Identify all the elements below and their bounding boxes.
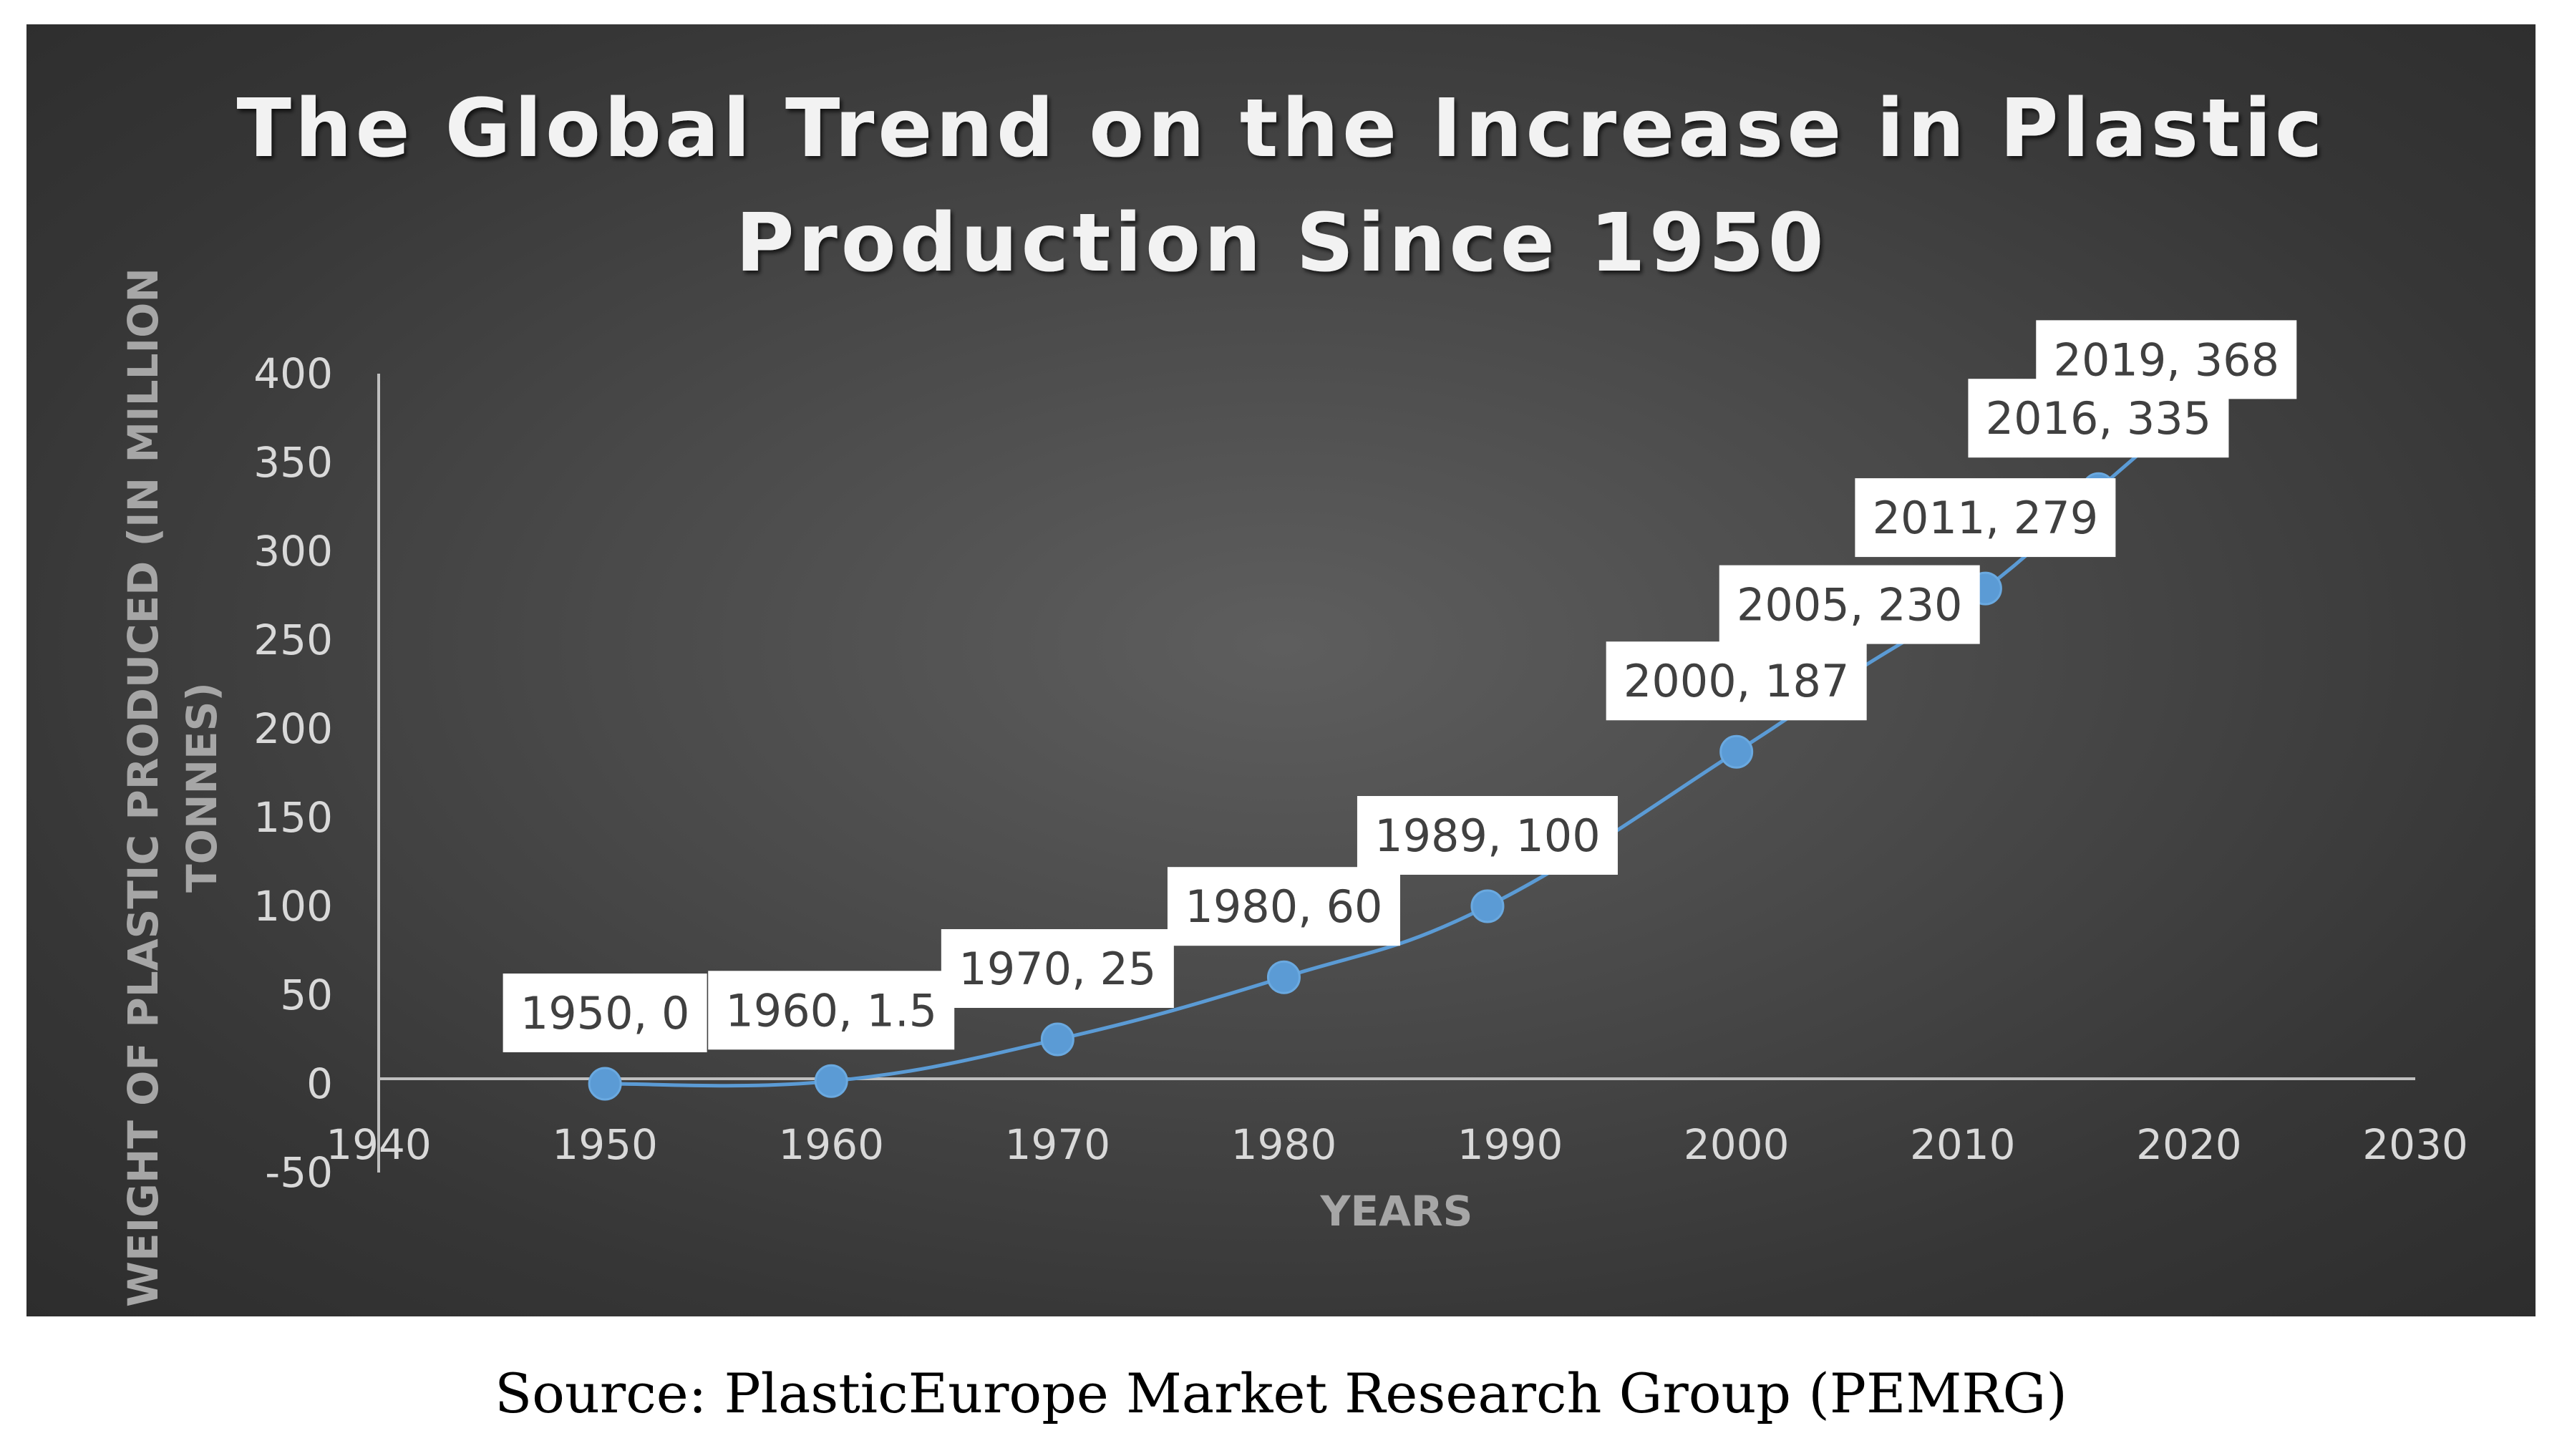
chart-panel xyxy=(26,24,2536,1316)
data-label-box xyxy=(1606,641,1867,721)
y-axis-title-line-1: WEIGHT OF PLASTIC PRODUCED (IN MILLION xyxy=(119,268,168,1307)
data-label: 2005, 230 xyxy=(1719,565,1980,644)
data-label-box xyxy=(503,974,707,1052)
data-point xyxy=(588,1067,622,1101)
y-tick-label: 200 xyxy=(253,704,333,753)
data-point xyxy=(814,1064,848,1098)
y-tick-label: 150 xyxy=(253,793,333,842)
data-point xyxy=(1470,889,1505,923)
data-label-box xyxy=(1357,796,1618,875)
x-tick-label: 2000 xyxy=(1684,1120,1790,1169)
y-tick-label: 100 xyxy=(253,882,333,931)
y-tick-label: 0 xyxy=(306,1059,333,1108)
data-point xyxy=(1719,734,1754,769)
y-tick-label: 300 xyxy=(253,527,333,576)
data-label: 1950, 0 xyxy=(503,974,707,1052)
data-label: 1980, 60 xyxy=(1167,867,1400,946)
y-tick-label: -50 xyxy=(265,1148,333,1197)
x-axis-title: YEARS xyxy=(1320,1187,1473,1236)
data-point xyxy=(1266,960,1301,994)
chart-title-line-1: The Global Trend on the Increase in Plas… xyxy=(237,82,2326,175)
data-label-box xyxy=(2036,320,2297,399)
data-label: 1970, 25 xyxy=(941,929,1174,1008)
data-label-text: 2019, 368 xyxy=(2054,334,2280,386)
x-tick-label: 1990 xyxy=(1457,1120,1563,1169)
data-label: 1989, 100 xyxy=(1357,796,1618,875)
chart-title: The Global Trend on the Increase in Plas… xyxy=(237,82,2326,290)
y-axis-title: WEIGHT OF PLASTIC PRODUCED (IN MILLION T… xyxy=(119,268,226,1307)
data-label-text: 1980, 60 xyxy=(1185,880,1382,933)
data-labels: 1950, 0 1960, 1.5 1970, 25 1980, 60 1989, 10… xyxy=(503,320,2297,1052)
data-label-text: 2016, 335 xyxy=(1986,392,2212,445)
x-axis-ticks: 1940 1950 1960 1970 1980 1990 2000 2010 2020 2030 xyxy=(326,1120,2468,1169)
x-tick-label: 1970 xyxy=(1005,1120,1111,1169)
data-label: 2019, 368 xyxy=(2036,320,2297,399)
data-label-box xyxy=(1719,565,1980,644)
x-tick-label: 1960 xyxy=(778,1120,884,1169)
x-tick-label: 1950 xyxy=(552,1120,658,1169)
data-label-text: 2005, 230 xyxy=(1737,579,1963,631)
y-axis-title-line-2: TONNES) xyxy=(178,682,226,893)
y-tick-label: 50 xyxy=(280,971,333,1019)
x-tick-label: 1940 xyxy=(326,1120,432,1169)
data-label: 1960, 1.5 xyxy=(708,971,955,1050)
data-point xyxy=(1040,1022,1074,1057)
data-label-box xyxy=(1167,867,1400,946)
data-label-text: 1960, 1.5 xyxy=(725,984,937,1037)
data-label-text: 2011, 279 xyxy=(1873,492,2099,544)
x-tick-label: 2020 xyxy=(2136,1120,2242,1169)
data-label-text: 2000, 187 xyxy=(1624,655,1850,707)
source-note: Source: PlasticEurope Market Research Gr… xyxy=(495,1362,2067,1425)
plot-area: -50 0 50 100 150 200 250 300 350 400 1940 1950 1960… xyxy=(119,268,2468,1307)
x-tick-label: 1980 xyxy=(1231,1120,1337,1169)
data-label-text: 1950, 0 xyxy=(520,987,690,1039)
series-line xyxy=(605,429,2168,1088)
data-label-text: 1970, 25 xyxy=(959,943,1156,995)
data-label-text: 1989, 100 xyxy=(1374,810,1601,862)
x-tick-label: 2030 xyxy=(2362,1120,2468,1169)
y-tick-label: 250 xyxy=(253,616,333,664)
data-label: 2000, 187 xyxy=(1606,641,1867,721)
y-tick-label: 400 xyxy=(253,349,333,398)
data-label-box xyxy=(1855,478,2116,558)
data-label: 2011, 279 xyxy=(1855,478,2116,558)
y-tick-label: 350 xyxy=(253,438,333,487)
chart-title-line-2: Production Since 1950 xyxy=(735,197,1827,290)
data-label-box xyxy=(941,929,1174,1008)
y-axis-ticks: -50 0 50 100 150 200 250 300 350 400 xyxy=(253,349,333,1197)
data-label-box xyxy=(708,971,955,1050)
x-tick-label: 2010 xyxy=(1910,1120,2016,1169)
